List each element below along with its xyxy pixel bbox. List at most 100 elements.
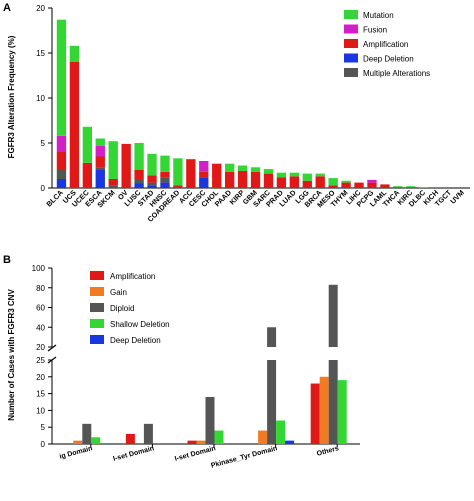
bar-segment-deep-deletion bbox=[263, 187, 274, 188]
bar-segment-mutation bbox=[224, 163, 235, 172]
panel-a-letter: A bbox=[3, 2, 11, 14]
bar-segment-amplification bbox=[250, 171, 261, 188]
bar-segment-multiple-alterations bbox=[56, 170, 67, 179]
bar-segment-mutation bbox=[315, 173, 325, 177]
bar-segment-amplification bbox=[224, 171, 235, 188]
bar-segment-mutation bbox=[263, 169, 274, 174]
bar-segment-fusion bbox=[95, 145, 105, 157]
bar-segment-mutation bbox=[237, 165, 248, 171]
bar-gain bbox=[196, 440, 206, 444]
bar-gain bbox=[319, 376, 329, 444]
legend-swatch-deep-deletion bbox=[344, 53, 358, 63]
bar-segment-amplification bbox=[263, 173, 274, 188]
bar-segment-mutation bbox=[173, 158, 183, 186]
bar-segment-amplification bbox=[276, 177, 287, 188]
bar-segment-mutation bbox=[95, 138, 105, 146]
bar-segment-deep-deletion bbox=[289, 187, 300, 188]
bar-segment-amplification bbox=[393, 187, 403, 188]
legend-label: Deep Deletion bbox=[110, 336, 161, 345]
panel-b-bars bbox=[73, 284, 347, 444]
bar-segment-amplification bbox=[315, 176, 325, 188]
legend-label: Gain bbox=[110, 288, 127, 297]
bar-segment-mutation bbox=[302, 173, 312, 181]
bar-segment-deep-deletion bbox=[147, 185, 157, 188]
bar-segment-amplification bbox=[341, 182, 351, 188]
panel-b-y-tick-label: 80 bbox=[36, 284, 45, 293]
bar-amplification bbox=[310, 383, 320, 444]
bar-segment-mutation bbox=[341, 180, 351, 183]
panel-a-y-tick-label: 10 bbox=[36, 94, 45, 103]
bar-gain bbox=[258, 430, 268, 444]
legend-label: Shallow Deletion bbox=[110, 320, 170, 329]
axis-break-mark bbox=[47, 344, 57, 352]
panel-b-y-tick-label: 100 bbox=[32, 264, 46, 273]
panel-b-y-tick-label: 10 bbox=[36, 406, 45, 415]
bar-segment-amplification bbox=[147, 175, 157, 183]
panel-b-y-axis-title: Number of Cases with FGFR3 CNV bbox=[7, 289, 16, 421]
bar-segment-mutation bbox=[69, 45, 80, 62]
bar-shallow-deletion bbox=[276, 420, 286, 444]
bar-segment-multiple-alterations bbox=[108, 185, 118, 188]
panel-a-x-tick-label: UVM bbox=[448, 188, 466, 206]
bar-diploid bbox=[267, 360, 277, 444]
bar-segment-fusion bbox=[199, 161, 209, 172]
bar-segment-fusion bbox=[56, 135, 67, 152]
bar-segment-fusion bbox=[367, 179, 377, 183]
panel-b-y-tick-label: 5 bbox=[41, 423, 46, 432]
bar-segment-mutation bbox=[328, 178, 338, 186]
bar-segment-mutation bbox=[276, 172, 287, 178]
bar-segment-amplification bbox=[186, 159, 196, 188]
panel-b-y-tick-label: 20 bbox=[36, 373, 45, 382]
bar-diploid bbox=[205, 396, 215, 444]
panel-b-x-tick-label: Others bbox=[316, 445, 340, 458]
bar-segment-amplification bbox=[237, 170, 248, 188]
bar-segment-amplification bbox=[406, 187, 416, 188]
legend-label: Amplification bbox=[363, 40, 408, 49]
legend-swatch-gain bbox=[90, 287, 104, 296]
legend-swatch-diploid bbox=[90, 303, 104, 312]
bar-segment-amplification bbox=[354, 182, 364, 188]
bar-diploid bbox=[82, 423, 92, 444]
bar-segment-amplification bbox=[121, 143, 131, 188]
panel-b-legend: Amplification Gain Diploid Shallow Deletion… bbox=[90, 271, 170, 345]
panel-a-y-tick-label: 5 bbox=[41, 139, 46, 148]
bar-segment-mutation bbox=[250, 167, 261, 172]
panel-b-axes: 0 5 10 15 20 25 20 40 60 80 100 bbox=[32, 264, 360, 449]
bar-segment-mutation bbox=[289, 172, 300, 177]
bar-segment-deep-deletion bbox=[56, 179, 67, 188]
bar-segment-amplification bbox=[199, 171, 209, 178]
legend-swatch-fusion bbox=[344, 24, 358, 34]
bar-diploid bbox=[143, 423, 153, 444]
bar-segment-mutation bbox=[393, 186, 403, 188]
bar-segment-amplification bbox=[367, 182, 377, 188]
panel-b-letter: B bbox=[3, 254, 11, 266]
panel-b-y-tick-label: 15 bbox=[36, 390, 45, 399]
panel-b-y-tick-label: 40 bbox=[36, 323, 45, 332]
bar-segment-amplification bbox=[108, 179, 118, 186]
bar-segment-deep-deletion bbox=[160, 182, 170, 188]
bar-segment-mutation bbox=[82, 126, 93, 163]
bar-amplification bbox=[125, 433, 135, 444]
bar-segment-multiple-alterations bbox=[160, 177, 170, 183]
legend-label: Fusion bbox=[363, 26, 387, 35]
panel-a-y-tick-label: 0 bbox=[41, 184, 46, 193]
panel-a-bars bbox=[56, 19, 429, 188]
bar-diploid bbox=[328, 360, 338, 444]
panel-b: B Number of Cases with FGFR3 CNV 0 5 10 15 2… bbox=[3, 254, 360, 470]
legend-label: Deep Deletion bbox=[363, 55, 414, 64]
legend-swatch-mutation bbox=[344, 10, 358, 19]
bar-segment-multiple-alterations bbox=[147, 182, 157, 186]
bar-segment-mutation bbox=[147, 153, 157, 176]
bar-segment-amplification bbox=[160, 171, 170, 178]
panel-b-x-tick-label: ig Domain bbox=[59, 445, 94, 461]
legend-swatch-deep-deletion bbox=[90, 335, 104, 344]
bar-segment-amplification bbox=[212, 163, 222, 188]
panel-a-y-axis-title: FGFR3 Alteration Frequency (%) bbox=[7, 35, 16, 158]
legend-label: Mutation bbox=[363, 11, 394, 20]
legend-label: Multiple Alterations bbox=[363, 69, 430, 78]
panel-a: A FGFR3 Alteration Frequency (%) 0 5 10 15 2… bbox=[3, 2, 470, 224]
panel-b-x-tick-labels: ig Domain I-set Domain I-set DomainPkinase… bbox=[59, 444, 340, 470]
bar-segment-amplification bbox=[380, 184, 390, 188]
